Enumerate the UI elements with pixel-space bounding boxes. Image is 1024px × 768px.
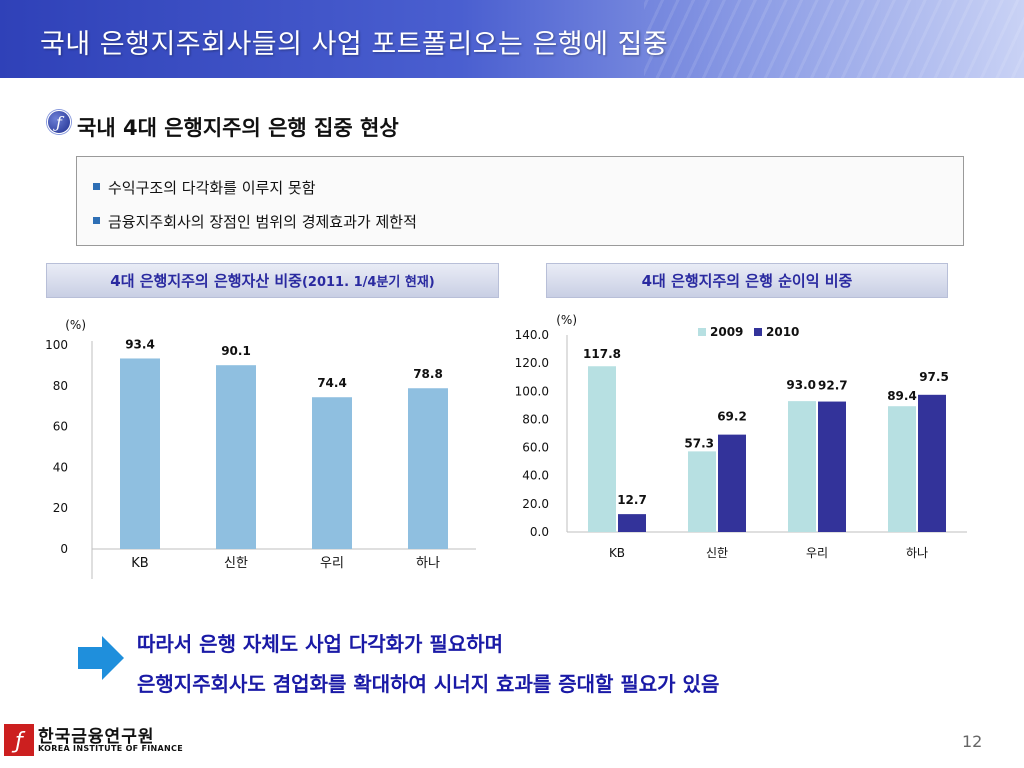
data-label: 93.4 (125, 337, 155, 351)
y-tick-label: 20 (53, 501, 68, 515)
y-tick-label: 60.0 (522, 441, 549, 455)
data-label: 12.7 (617, 493, 647, 507)
data-label: 69.2 (717, 410, 747, 424)
logo-english: KOREA INSTITUTE OF FINANCE (38, 744, 183, 753)
kif-logo: ƒ 한국금융연구원 KOREA INSTITUTE OF FINANCE (4, 722, 184, 758)
data-label: 57.3 (684, 436, 714, 450)
data-label: 97.5 (919, 370, 949, 384)
bullet-box: 수익구조의 다각화를 이루지 못함 금융지주회사의 장점인 범위의 경제효과가 … (76, 156, 964, 246)
right-chart-header: 4대 은행지주의 은행 순이익 비중 (546, 263, 948, 298)
bar-2009 (888, 406, 916, 532)
x-tick-label: KB (609, 546, 625, 560)
data-label: 90.1 (221, 344, 251, 358)
y-tick-label: 20.0 (522, 497, 549, 511)
right-chart-header-main: 4대 은행지주의 은행 순이익 비중 (641, 272, 853, 290)
bar (216, 365, 256, 549)
bar (120, 358, 160, 549)
x-tick-label: 하나 (906, 546, 928, 560)
svg-text:ƒ: ƒ (11, 729, 26, 754)
title-bar: 국내 은행지주회사들의 사업 포트폴리오는 은행에 집중 (0, 0, 1024, 78)
square-bullet-icon (93, 183, 100, 190)
left-chart-header: 4대 은행지주의 은행자산 비중(2011. 1/4분기 현재) (46, 263, 499, 298)
legend-label: 2010 (766, 325, 799, 339)
y-axis-unit: (%) (556, 313, 577, 327)
x-tick-label: 우리 (320, 556, 344, 571)
x-tick-label: 우리 (806, 546, 828, 560)
y-tick-label: 120.0 (515, 356, 549, 370)
x-tick-label: 하나 (416, 556, 440, 571)
conclusion-line-1: 따라서 은행 자체도 사업 다각화가 필요하며 (137, 632, 504, 656)
bullet-item: 수익구조의 다각화를 이루지 못함 (93, 177, 316, 198)
y-axis-unit: (%) (65, 318, 86, 332)
logo-mark-icon: ƒ (4, 724, 34, 756)
y-tick-label: 0 (60, 542, 68, 556)
y-tick-label: 140.0 (515, 328, 549, 342)
y-tick-label: 100.0 (515, 384, 549, 398)
y-tick-label: 100 (45, 338, 68, 352)
bar-2009 (788, 401, 816, 532)
bar-2010 (918, 394, 946, 532)
y-tick-label: 60 (53, 420, 68, 434)
y-tick-label: 80.0 (522, 412, 549, 426)
x-tick-label: 신한 (224, 556, 248, 571)
arrow-right-icon (78, 636, 124, 680)
y-tick-label: 0.0 (530, 525, 549, 539)
bar-2009 (688, 451, 716, 532)
bullet-item: 금융지주회사의 장점인 범위의 경제효과가 제한적 (93, 211, 417, 232)
bullet-text: 금융지주회사의 장점인 범위의 경제효과가 제한적 (108, 213, 417, 231)
y-tick-label: 40 (53, 460, 68, 474)
left-chart-header-main: 4대 은행지주의 은행자산 비중 (110, 272, 302, 290)
y-tick-label: 80 (53, 379, 68, 393)
x-tick-label: KB (131, 556, 148, 571)
asset-share-chart: (%) 0 20 40 60 80 100 93.4 KB 90.1 신한 74.4 우리 78.8 하나 (45, 318, 476, 579)
section-heading: 국내 4대 은행지주의 은행 집중 현상 (77, 116, 399, 140)
bar-2009 (588, 366, 616, 532)
data-label: 117.8 (583, 347, 621, 361)
data-label: 92.7 (818, 379, 848, 393)
bar (408, 388, 448, 549)
legend-swatch (698, 328, 706, 336)
square-bullet-icon (93, 217, 100, 224)
page-number: 12 (962, 732, 983, 751)
bar-2010 (718, 434, 746, 532)
logo-korean: 한국금융연구원 (38, 727, 155, 747)
conclusion-line-2: 은행지주회사도 겸업화를 확대하여 시너지 효과를 증대할 필요가 있음 (137, 672, 720, 696)
bullet-text: 수익구조의 다각화를 이루지 못함 (108, 179, 316, 197)
section-bullet-icon: ƒ (47, 110, 71, 134)
x-tick-label: 신한 (706, 546, 728, 560)
legend-label: 2009 (710, 325, 743, 339)
data-label: 74.4 (317, 376, 347, 390)
bar-2010 (618, 514, 646, 532)
data-label: 78.8 (413, 367, 443, 381)
legend-swatch (754, 328, 762, 336)
bar-2010 (818, 401, 846, 532)
y-tick-label: 40.0 (522, 469, 549, 483)
net-income-share-chart: (%) 0.0 20.0 40.0 60.0 80.0 100.0 120.0 140.0 200… (515, 313, 967, 560)
left-chart-header-note: (2011. 1/4분기 현재) (301, 275, 435, 290)
bar (312, 397, 352, 549)
data-label: 89.4 (887, 389, 917, 403)
slide-title: 국내 은행지주회사들의 사업 포트폴리오는 은행에 집중 (40, 29, 669, 60)
data-label: 93.0 (786, 378, 816, 392)
